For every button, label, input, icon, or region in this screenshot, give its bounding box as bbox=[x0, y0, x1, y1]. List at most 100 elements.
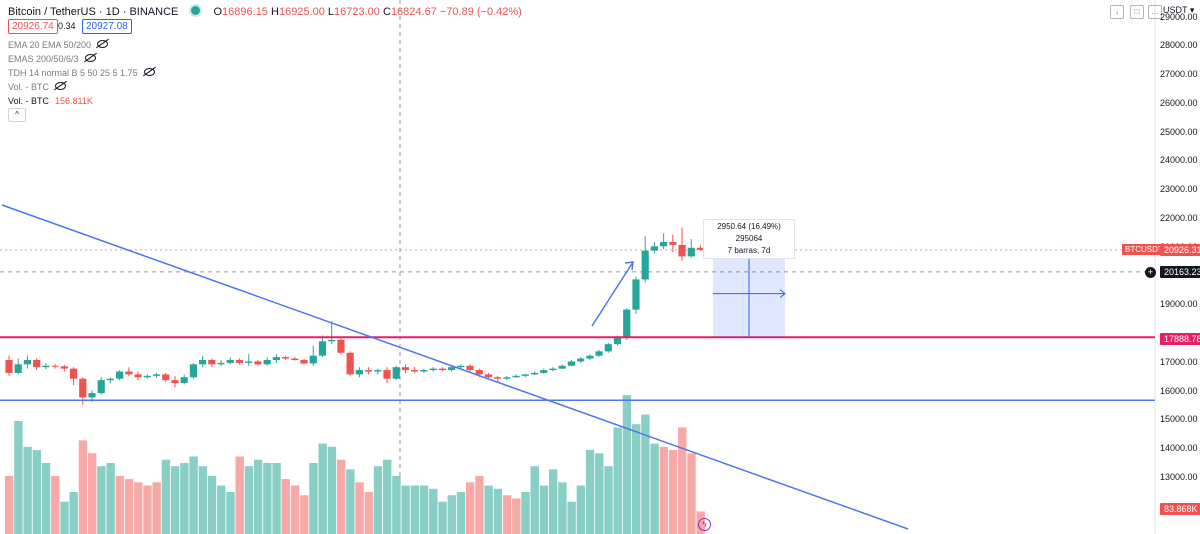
measure-tooltip: 2950.64 (16.49%) 295064 7 barras, 7d bbox=[703, 219, 795, 259]
price-tick-label: 27000.00 bbox=[1160, 69, 1198, 80]
buy-price-button[interactable]: 20927.08 bbox=[82, 19, 132, 34]
candle-body bbox=[429, 368, 437, 371]
volume-bar bbox=[364, 492, 373, 534]
candle bbox=[217, 359, 225, 366]
volume-bar bbox=[217, 485, 226, 534]
measure-bars: 7 barras, 7d bbox=[727, 246, 771, 255]
indicator-ema20[interactable]: EMA 20 EMA 50/200 bbox=[8, 40, 109, 50]
eye-off-icon[interactable] bbox=[55, 82, 67, 90]
volume-bar bbox=[346, 469, 355, 534]
crosshair-price-label: 20163.23 bbox=[1160, 266, 1200, 278]
volume-bar bbox=[539, 485, 549, 534]
candle-body bbox=[650, 246, 658, 251]
symbol-title[interactable]: Bitcoin / TetherUS · 1D · BINANCE bbox=[8, 6, 179, 18]
candle bbox=[346, 351, 354, 376]
candle bbox=[180, 374, 188, 385]
candle-body bbox=[143, 375, 151, 378]
candle-body bbox=[14, 364, 22, 373]
candle-body bbox=[660, 241, 668, 247]
candle bbox=[254, 359, 262, 366]
add-alert-icon[interactable]: + bbox=[1145, 267, 1156, 278]
candle bbox=[512, 374, 520, 378]
volume-bar bbox=[530, 466, 539, 534]
lightning-icon[interactable]: ϟ bbox=[698, 518, 711, 531]
volume-bar bbox=[558, 482, 567, 534]
candle-body bbox=[180, 377, 188, 384]
price-tick-label: 25000.00 bbox=[1160, 126, 1198, 137]
candle bbox=[623, 308, 631, 340]
sell-price-button[interactable]: 20926.74 bbox=[8, 19, 58, 34]
candle bbox=[567, 359, 576, 367]
more-icon[interactable]: … bbox=[1148, 5, 1162, 19]
candle-body bbox=[208, 359, 216, 365]
volume-bar bbox=[60, 501, 69, 534]
candle-body bbox=[189, 364, 197, 378]
candle-body bbox=[696, 247, 705, 250]
eye-off-icon[interactable] bbox=[97, 40, 109, 48]
candle bbox=[457, 364, 465, 369]
indicator-vol-hidden[interactable]: Vol. - BTC bbox=[8, 82, 67, 92]
price-tick-label: 14000.00 bbox=[1160, 443, 1198, 454]
indicator-emas[interactable]: EMAS 200/50/6/3 bbox=[8, 54, 96, 64]
support-price-label: 17888.78 bbox=[1160, 333, 1200, 345]
uptrend-arrow bbox=[591, 261, 634, 327]
volume-bar bbox=[253, 459, 263, 534]
candle-body bbox=[79, 378, 87, 398]
candle bbox=[189, 362, 197, 379]
candle bbox=[337, 338, 345, 355]
indicator-vol[interactable]: Vol. - BTC 156.811K bbox=[8, 96, 93, 106]
candle bbox=[245, 354, 253, 366]
volume-bar bbox=[97, 466, 106, 534]
eye-off-icon[interactable] bbox=[84, 54, 96, 62]
candle-body bbox=[116, 371, 124, 379]
candle-body bbox=[217, 362, 225, 365]
currency-selector[interactable]: USDT ▾ bbox=[1163, 5, 1195, 15]
candle-body bbox=[300, 359, 308, 364]
indicator-label: Vol. - BTC bbox=[8, 82, 50, 92]
candle bbox=[604, 342, 612, 353]
candle bbox=[549, 367, 557, 372]
eye-off-icon[interactable] bbox=[143, 68, 155, 76]
symbol-price-label: BTCUSDT bbox=[1122, 244, 1166, 255]
volume-bar bbox=[170, 466, 180, 534]
volume-bar bbox=[576, 485, 586, 534]
candle-body bbox=[521, 374, 529, 376]
indicator-tdh[interactable]: TDH 14 normal B 5 50 25 5 1.75 bbox=[8, 68, 155, 78]
candle-body bbox=[263, 359, 271, 365]
candle-body bbox=[162, 374, 170, 381]
candle-body bbox=[254, 361, 262, 365]
candle-body bbox=[282, 357, 290, 359]
candle-body bbox=[530, 372, 539, 375]
volume-bar bbox=[401, 485, 410, 534]
candle-body bbox=[5, 359, 13, 373]
arrow-down-icon[interactable]: ↓ bbox=[1110, 5, 1124, 19]
candle-body bbox=[245, 361, 253, 363]
market-status-icon bbox=[189, 4, 203, 17]
volume-bar bbox=[678, 427, 687, 534]
candle-body bbox=[309, 355, 317, 364]
candle-body bbox=[106, 378, 115, 381]
collapse-legend-button[interactable]: ^ bbox=[8, 108, 26, 122]
volume-bar bbox=[456, 492, 466, 534]
candle-body bbox=[125, 371, 133, 375]
candle bbox=[318, 335, 327, 358]
candle bbox=[51, 364, 59, 369]
volume-bar bbox=[484, 485, 493, 534]
candle bbox=[355, 367, 363, 378]
candle-body bbox=[420, 370, 428, 372]
candle bbox=[632, 276, 640, 314]
maximize-icon[interactable]: □ bbox=[1130, 5, 1144, 19]
candle bbox=[364, 367, 373, 375]
candle bbox=[152, 372, 161, 378]
indicator-label: Vol. - BTC bbox=[8, 96, 50, 106]
uptrend-arrow-head bbox=[624, 261, 634, 271]
candle-body bbox=[272, 357, 280, 360]
volume-bar bbox=[668, 450, 678, 534]
candle-body bbox=[364, 370, 373, 372]
candle bbox=[235, 358, 244, 365]
volume-bar bbox=[355, 482, 364, 534]
candle bbox=[125, 367, 133, 376]
open-label: O bbox=[213, 6, 223, 18]
volume-bar bbox=[115, 475, 125, 534]
